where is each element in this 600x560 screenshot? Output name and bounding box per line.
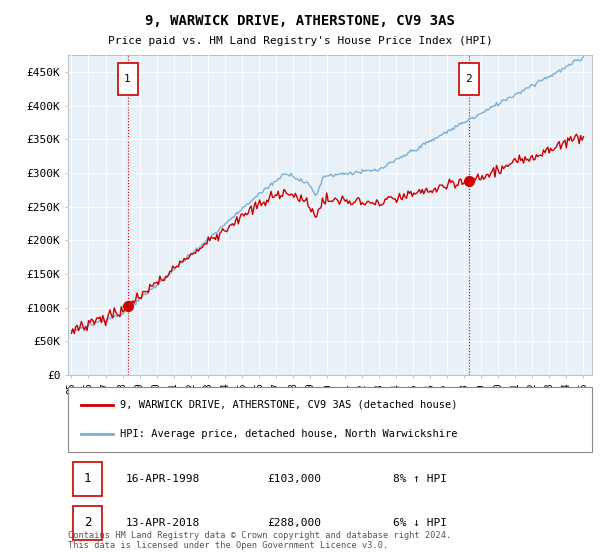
Text: 2: 2 xyxy=(466,74,472,84)
Text: £288,000: £288,000 xyxy=(267,518,321,528)
Text: Contains HM Land Registry data © Crown copyright and database right 2024.
This d: Contains HM Land Registry data © Crown c… xyxy=(68,531,451,550)
Text: 9, WARWICK DRIVE, ATHERSTONE, CV9 3AS: 9, WARWICK DRIVE, ATHERSTONE, CV9 3AS xyxy=(145,14,455,28)
Text: 6% ↓ HPI: 6% ↓ HPI xyxy=(393,518,447,528)
Text: 8% ↑ HPI: 8% ↑ HPI xyxy=(393,474,447,484)
Text: 9, WARWICK DRIVE, ATHERSTONE, CV9 3AS (detached house): 9, WARWICK DRIVE, ATHERSTONE, CV9 3AS (d… xyxy=(121,399,458,409)
FancyBboxPatch shape xyxy=(73,463,102,496)
FancyBboxPatch shape xyxy=(73,506,102,540)
FancyBboxPatch shape xyxy=(68,387,592,452)
Text: Price paid vs. HM Land Registry's House Price Index (HPI): Price paid vs. HM Land Registry's House … xyxy=(107,36,493,46)
Text: 1: 1 xyxy=(84,473,91,486)
FancyBboxPatch shape xyxy=(118,63,137,95)
Text: HPI: Average price, detached house, North Warwickshire: HPI: Average price, detached house, Nort… xyxy=(121,430,458,440)
Text: 2: 2 xyxy=(84,516,91,530)
Text: 1: 1 xyxy=(124,74,131,84)
Text: £103,000: £103,000 xyxy=(267,474,321,484)
Text: 13-APR-2018: 13-APR-2018 xyxy=(125,518,200,528)
Text: 16-APR-1998: 16-APR-1998 xyxy=(125,474,200,484)
FancyBboxPatch shape xyxy=(459,63,479,95)
